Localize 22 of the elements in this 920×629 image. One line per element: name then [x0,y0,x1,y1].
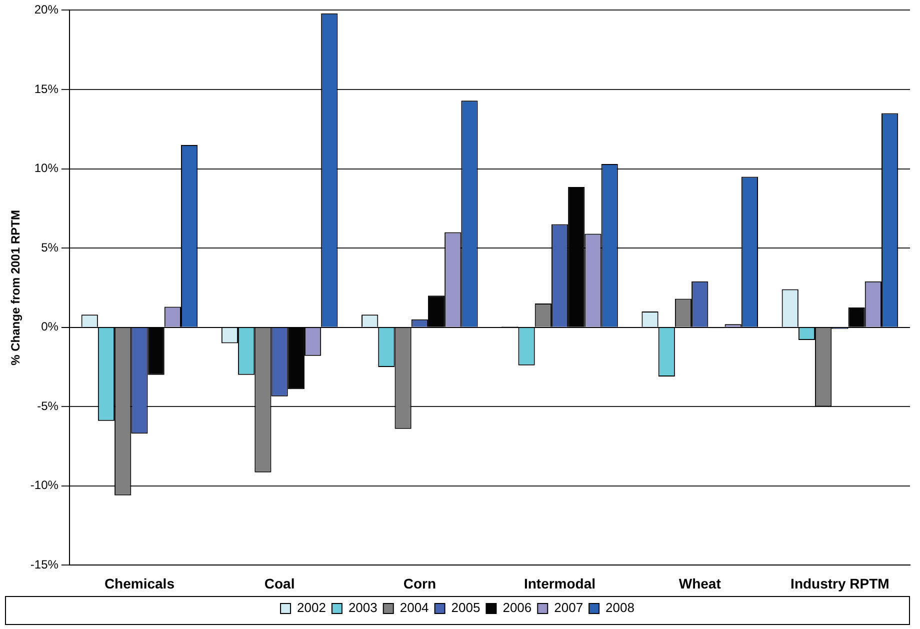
legend-label: 2007 [554,600,584,616]
x-tick-label: Chemicals [104,575,175,592]
y-tick-label: 20% [34,2,59,17]
x-tick-label: Industry RPTM [790,575,890,592]
y-tick-label: 5% [41,240,59,254]
x-tick-label: Wheat [678,575,722,592]
y-tick-label: -5% [37,398,59,413]
legend-label: 2003 [348,600,378,616]
y-tick-label: 0% [41,320,59,334]
x-tick-label: Corn [403,575,436,592]
y-tick-label: 15% [34,82,59,96]
legend-label: 2006 [502,600,532,616]
y-tick-label: 10% [34,161,59,176]
y-tick-label: -15% [30,558,59,572]
x-tick-label: Intermodal [524,575,596,592]
y-tick-label: -10% [30,478,59,492]
legend-label: 2008 [606,600,634,616]
y-axis-title: % Change from 2001 RPTM [8,210,23,366]
x-tick-label: Coal [264,575,295,592]
legend-label: 2005 [451,600,480,616]
legend-label: 2002 [297,600,326,616]
legend-label: 2004 [400,600,429,616]
